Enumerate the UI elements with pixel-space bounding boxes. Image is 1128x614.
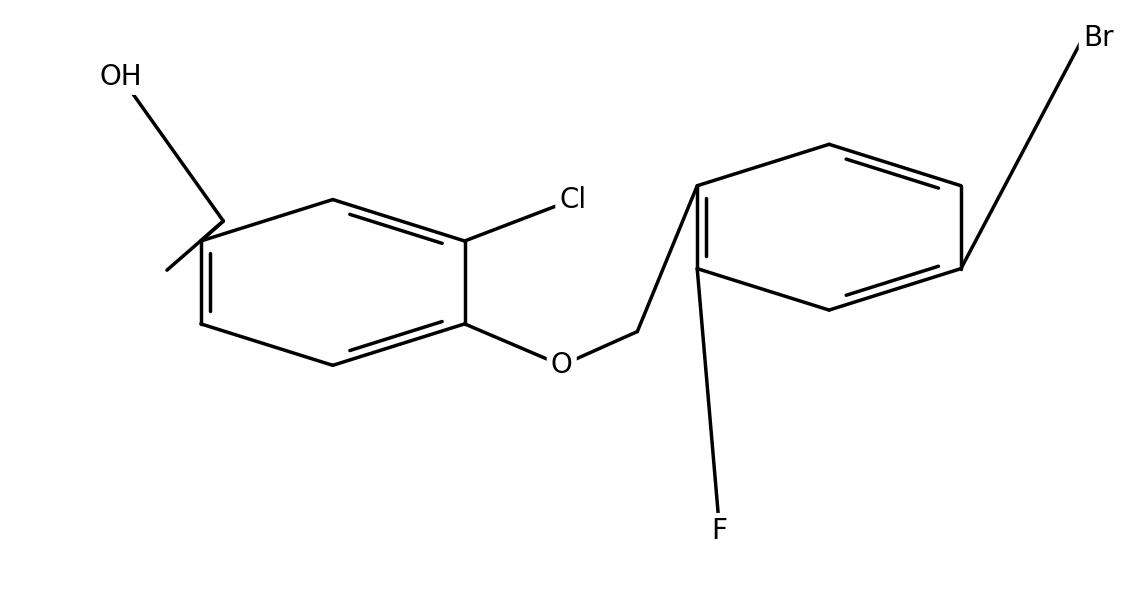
Text: Cl: Cl (559, 185, 587, 214)
Text: Br: Br (1083, 24, 1113, 52)
Text: F: F (712, 517, 728, 545)
Text: O: O (550, 351, 573, 379)
Text: OH: OH (99, 63, 142, 91)
